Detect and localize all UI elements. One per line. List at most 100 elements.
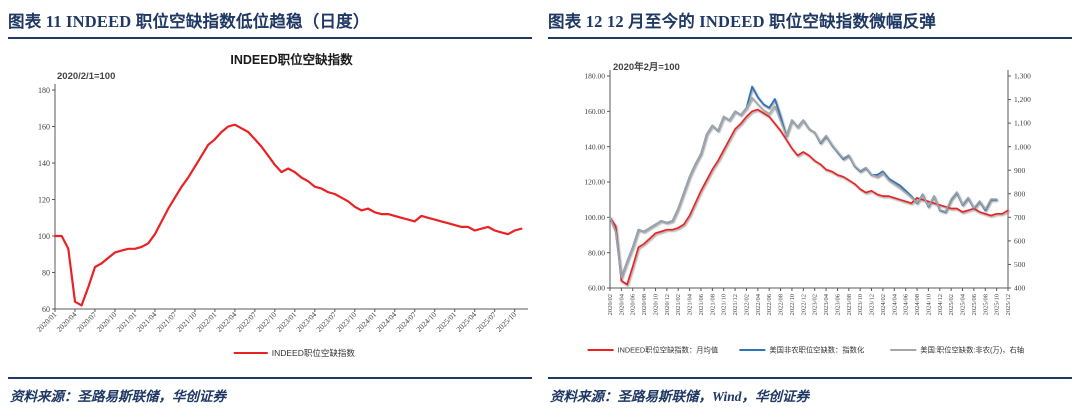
panel-figure-11: 图表 11 INDEED 职位空缺指数低位趋稳（日度） 60 80 100 120 14…	[8, 12, 532, 404]
y2-axis-tick-label: 1,000	[1014, 142, 1031, 151]
x-axis-tick-label: 2021/01	[115, 310, 139, 334]
x-axis-tick-label: 2023/02	[812, 294, 819, 315]
x-axis-tick-label: 2020/04	[618, 293, 625, 315]
x-axis-tick-label: 2022/02	[743, 294, 750, 315]
x-axis-tick-label: 2020/02	[607, 294, 614, 315]
series-group	[609, 85, 1009, 286]
x-axis-tick-label: 2024/10	[925, 294, 932, 315]
x-axis-tick-label: 2020/08	[641, 294, 648, 315]
series-line-2	[609, 96, 998, 279]
y-axis-tick-label: 80.00	[588, 248, 605, 257]
y-axis-tick-label: 180.00	[584, 72, 605, 81]
x-axis-tick-label: 2025/04	[454, 310, 478, 334]
chart-title: INDEED职位空缺指数	[230, 52, 353, 67]
x-axis-tick-label: 2025/01	[434, 310, 458, 334]
series-group	[53, 123, 523, 307]
left-chart-svg: 60801001201401601802020/012020/042020/07…	[35, 52, 528, 358]
x-axis-tick-label: 2021/10	[175, 310, 199, 334]
x-axis-tick-label: 2025/07	[474, 310, 498, 334]
y-axis-tick-label: 180	[38, 86, 50, 95]
figure-11-header-rule	[8, 37, 532, 39]
y2-axis-tick-label: 500	[1014, 260, 1026, 269]
x-axis-tick-label: 2024/10	[414, 310, 438, 334]
x-axis-tick-label: 2025/04	[960, 293, 967, 315]
figure-11-source-rule	[8, 377, 532, 379]
y-axis-tick-label: 140	[38, 159, 50, 168]
x-axis-tick-label: 2022/12	[800, 294, 807, 315]
y-axis-tick-label: 60	[42, 305, 50, 314]
x-axis-tick-label: 2025/12	[1005, 294, 1012, 315]
x-axis-tick-label: 2024/12	[937, 294, 944, 315]
figure-11-header: 图表 11 INDEED 职位空缺指数低位趋稳（日度）	[8, 12, 370, 31]
y-axis-tick-label: 60.00	[588, 284, 605, 293]
x-axis-tick-label: 2023/06	[834, 293, 841, 315]
x-axis-tick-label: 2022/07	[235, 310, 259, 334]
x-axis-tick-label: 2022/04	[755, 293, 762, 315]
x-axis-tick-label: 2020/12	[664, 294, 671, 315]
y-axis-tick-label: 140.00	[584, 142, 605, 151]
y-axis-tick-label: 100.00	[584, 213, 605, 222]
y-axis-tick-label: 80	[42, 268, 50, 277]
x-axis-tick-label: 2025/06	[971, 293, 978, 315]
x-axis-tick-label: 2024/04	[374, 310, 398, 334]
series-line-0	[609, 108, 1009, 286]
x-axis-tick-label: 2023/12	[869, 294, 876, 315]
y-axis-tick-label: 160.00	[584, 107, 605, 116]
x-axis-tick-label: 2023/01	[274, 310, 298, 334]
x-axis-tick-label: 2020/10	[95, 310, 119, 334]
x-axis-tick-label: 2023/04	[823, 293, 830, 315]
legend-label: 美国:职位空缺数:非农(万)，右轴	[920, 346, 1024, 355]
panel-figure-12: 图表 12 12 月至今的 INDEED 职位空缺指数微幅反弹 60.00 80.…	[540, 0, 1080, 416]
x-axis-tick-label: 2021/10	[721, 294, 728, 315]
x-axis-tick-label: 2023/10	[857, 294, 864, 315]
x-axis-tick-label: 2024/07	[394, 310, 418, 334]
index-base-note: 2020/2/1=100	[57, 71, 115, 82]
x-axis-tick-label: 2024/01	[354, 310, 378, 334]
x-axis-tick-label: 2025/02	[948, 294, 955, 315]
x-axis-tick-label: 2023/08	[846, 294, 853, 315]
x-axis-tick-label: 2022/04	[215, 310, 239, 334]
legend-label: INDEED职位空缺指数：月均值	[618, 346, 719, 355]
y2-axis-tick-label: 400	[1014, 284, 1026, 293]
y2-axis-tick-label: 800	[1014, 189, 1026, 198]
x-axis-tick-label: 2022/08	[778, 294, 785, 315]
x-axis-tick-label: 2024/08	[914, 294, 921, 315]
x-axis-tick-label: 2021/04	[135, 310, 159, 334]
y2-axis-tick-label: 600	[1014, 237, 1026, 246]
x-axis-tick-label: 2021/12	[732, 294, 739, 315]
x-axis-tick-label: 2025/10	[994, 294, 1001, 315]
y2-axis-tick-label: 1,200	[1014, 95, 1031, 104]
figure-11-source: 资料来源：圣路易斯联储，华创证券	[10, 389, 226, 404]
right-chart-svg: 60.00 80.00 100.00 120.00 140.00 160.00 180.00…	[584, 61, 1031, 355]
x-axis-tick-label: 2023/04	[294, 310, 318, 334]
y2-axis-tick-label: 1,100	[1014, 119, 1031, 128]
figure-12-source-rule	[548, 377, 1072, 379]
series-line-1	[609, 85, 998, 279]
x-axis-tick-label: 2020/07	[75, 310, 99, 334]
x-axis-tick-label: 2023/07	[314, 310, 338, 334]
x-axis-tick-label: 2024/06	[903, 293, 910, 315]
y-axis-tick-label: 100	[38, 232, 50, 241]
x-axis-tick-label: 2024/04	[891, 293, 898, 315]
x-axis-tick-label: 2021/08	[709, 294, 716, 315]
y2-axis-tick-label: 900	[1014, 166, 1026, 175]
figure-12-source: 资料来源：圣路易斯联储，Wind，华创证券	[550, 389, 810, 404]
series-line-0	[53, 123, 523, 307]
figure-12-header-rule	[548, 37, 1072, 39]
x-axis-tick-label: 2022/10	[255, 310, 279, 334]
index-base-note: 2020年2月=100	[613, 61, 680, 73]
y-axis-tick-label: 120	[38, 195, 50, 204]
figure-12-header: 图表 12 12 月至今的 INDEED 职位空缺指数微幅反弹	[548, 12, 937, 31]
x-axis-tick-label: 2023/10	[334, 310, 358, 334]
x-axis-tick-label: 2021/06	[698, 293, 705, 315]
x-axis-tick-label: 2022/06	[766, 293, 773, 315]
x-axis-tick-label: 2025/10	[494, 310, 518, 334]
x-axis-tick-label: 2021/07	[155, 310, 179, 334]
x-axis-tick-label: 2020/04	[55, 310, 79, 334]
x-axis-tick-label: 2024/02	[880, 294, 887, 315]
y2-axis-tick-label: 1,300	[1014, 72, 1031, 81]
y-axis-tick-label: 160	[38, 122, 50, 131]
x-axis-tick-label: 2021/04	[687, 293, 694, 315]
legend-label: 美国非农职位空缺数：指数化	[769, 346, 865, 355]
